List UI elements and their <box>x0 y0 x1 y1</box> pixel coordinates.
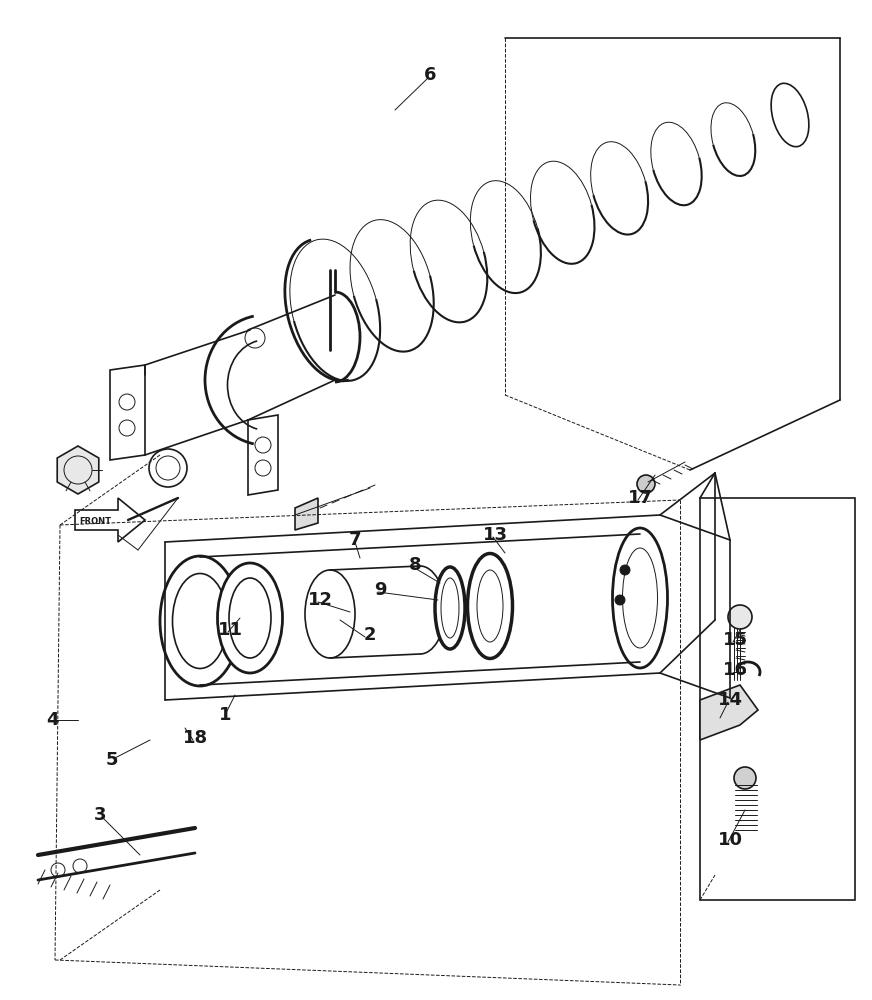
Circle shape <box>615 595 625 605</box>
Text: 2: 2 <box>364 626 376 644</box>
Circle shape <box>51 863 65 877</box>
Ellipse shape <box>173 574 228 668</box>
Circle shape <box>734 767 756 789</box>
Circle shape <box>73 859 87 873</box>
Polygon shape <box>58 446 99 494</box>
Text: 13: 13 <box>482 526 508 544</box>
Text: 15: 15 <box>723 631 747 649</box>
Circle shape <box>620 565 630 575</box>
Polygon shape <box>110 365 145 460</box>
Ellipse shape <box>160 556 240 686</box>
Text: 4: 4 <box>45 711 58 729</box>
Ellipse shape <box>217 563 283 673</box>
Ellipse shape <box>305 570 355 658</box>
Text: 12: 12 <box>308 591 332 609</box>
Text: 14: 14 <box>718 691 742 709</box>
Ellipse shape <box>477 570 503 642</box>
Polygon shape <box>700 498 855 900</box>
Text: 1: 1 <box>219 706 231 724</box>
Text: 17: 17 <box>628 489 652 507</box>
Ellipse shape <box>441 578 459 638</box>
Text: 5: 5 <box>106 751 119 769</box>
Ellipse shape <box>623 548 657 648</box>
Ellipse shape <box>229 578 271 658</box>
Ellipse shape <box>467 554 513 658</box>
Circle shape <box>637 475 655 493</box>
Ellipse shape <box>435 567 465 649</box>
Text: 18: 18 <box>182 729 208 747</box>
Text: 6: 6 <box>424 66 436 84</box>
Text: 7: 7 <box>349 531 361 549</box>
Polygon shape <box>700 685 758 740</box>
Ellipse shape <box>156 456 180 480</box>
Circle shape <box>728 605 752 629</box>
Text: 3: 3 <box>94 806 106 824</box>
Polygon shape <box>75 498 145 542</box>
Text: 10: 10 <box>718 831 742 849</box>
Ellipse shape <box>612 528 667 668</box>
Text: 11: 11 <box>217 621 242 639</box>
Text: 16: 16 <box>723 661 747 679</box>
Ellipse shape <box>149 449 187 487</box>
Text: 8: 8 <box>409 556 421 574</box>
Polygon shape <box>295 498 318 530</box>
Text: FRONT: FRONT <box>79 518 111 526</box>
Text: 9: 9 <box>374 581 386 599</box>
Polygon shape <box>248 415 278 495</box>
